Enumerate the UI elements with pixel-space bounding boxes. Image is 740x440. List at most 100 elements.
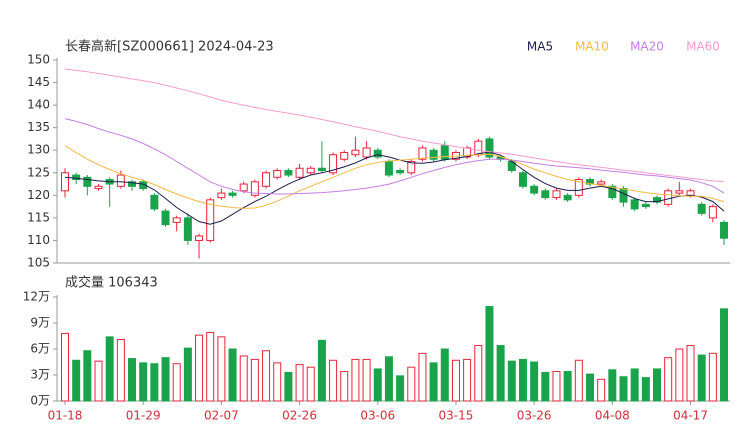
candle-body [94,185,103,190]
volume-bar [329,359,338,402]
y-tick-label: 145 [27,75,50,89]
candle-body [61,172,69,192]
ma-line [64,151,725,225]
candle-body [128,181,137,187]
ma-line [64,118,725,195]
candle-body [597,181,606,185]
volume-bar [451,359,460,402]
volume-bar [295,364,304,402]
volume-bar [440,348,449,402]
legend-entry: MA20 [630,40,664,54]
candle-body [530,185,539,194]
volume-bar [507,360,516,402]
candle-body [552,190,561,199]
x-tick-label: 04-17 [673,409,708,423]
y-tick-label: 140 [27,98,50,112]
volume-bar [720,308,729,402]
x-tick-label: 02-26 [282,409,317,423]
candle-body [351,149,360,156]
volume-bar [150,363,159,402]
volume-bar [239,355,248,402]
volume-bar [139,362,148,402]
volume-bar [664,357,673,402]
candle-body [195,235,204,241]
y-tick-label: 120 [27,188,50,202]
volume-tick-label: 12万 [23,290,50,304]
x-tick-label: 03-26 [517,409,552,423]
candle-body [720,221,729,239]
candle-body [362,147,371,158]
volume-bar [518,358,527,402]
volume-bar [116,338,125,402]
candle-body [239,183,248,192]
volume-bar [340,371,349,402]
y-tick-label: 130 [27,143,50,157]
ma-line [64,145,725,209]
y-tick-label: 105 [27,256,50,270]
candle-body [697,203,706,214]
volume-bar [474,345,483,402]
volume-bar [351,358,360,402]
candle-body [228,192,237,196]
x-tick-label: 01-18 [48,409,83,423]
candle-body [206,199,215,241]
candle-body [518,172,527,187]
ma-line [64,68,725,183]
volume-bar [585,373,594,402]
volume-bar [641,377,650,402]
volume-title: 成交量 106343 [65,275,158,291]
candle-body [329,154,338,174]
x-tick-label: 03-15 [439,409,474,423]
candle-body [418,147,427,160]
candle-body [708,206,717,219]
volume-bar [697,354,706,402]
volume-bar [619,376,628,402]
candle-body [563,194,572,201]
volume-bar [128,358,137,402]
candle-body [284,170,293,176]
candle-body [72,174,81,181]
volume-tick-label: 6万 [30,342,50,356]
volume-bar [172,363,181,402]
volume-bar [306,366,315,402]
volume-bar [485,306,494,402]
legend-entry: MA5 [527,40,553,54]
candle-body [161,210,170,226]
candle-body [317,167,326,172]
candle-body [407,161,416,174]
y-tick-label: 135 [27,120,50,134]
volume-bar [686,345,695,402]
candle-body [183,217,192,241]
volume-bar [317,339,326,402]
volume-bar [530,361,539,402]
y-tick-label: 125 [27,165,50,179]
x-tick-label: 03-06 [360,409,395,423]
volume-bar [206,332,215,402]
volume-bar [183,347,192,402]
candle-body [429,149,438,160]
candle-body [474,140,483,156]
volume-bar [463,358,472,402]
candle-body [574,179,583,196]
x-tick-label: 04-08 [595,409,630,423]
candle-body [262,172,271,187]
volume-bar [195,334,204,402]
candle-body [150,194,159,210]
volume-bar [94,360,103,402]
candle-body [83,176,92,187]
candle-body [139,181,148,190]
volume-bar [217,336,226,402]
candle-body [217,192,226,199]
chart-title: 长春高新[SZ000661] 2024-04-23 [65,39,274,55]
volume-bar [608,369,617,402]
candle-body [373,149,382,158]
volume-bar [630,368,639,402]
volume-tick-label: 0万 [30,394,50,408]
candle-body [250,181,259,196]
volume-bar [284,371,293,402]
volume-bar [675,348,684,402]
x-tick-label: 02-07 [204,409,239,423]
volume-bar [373,368,382,402]
x-tick-label: 01-29 [126,409,161,423]
